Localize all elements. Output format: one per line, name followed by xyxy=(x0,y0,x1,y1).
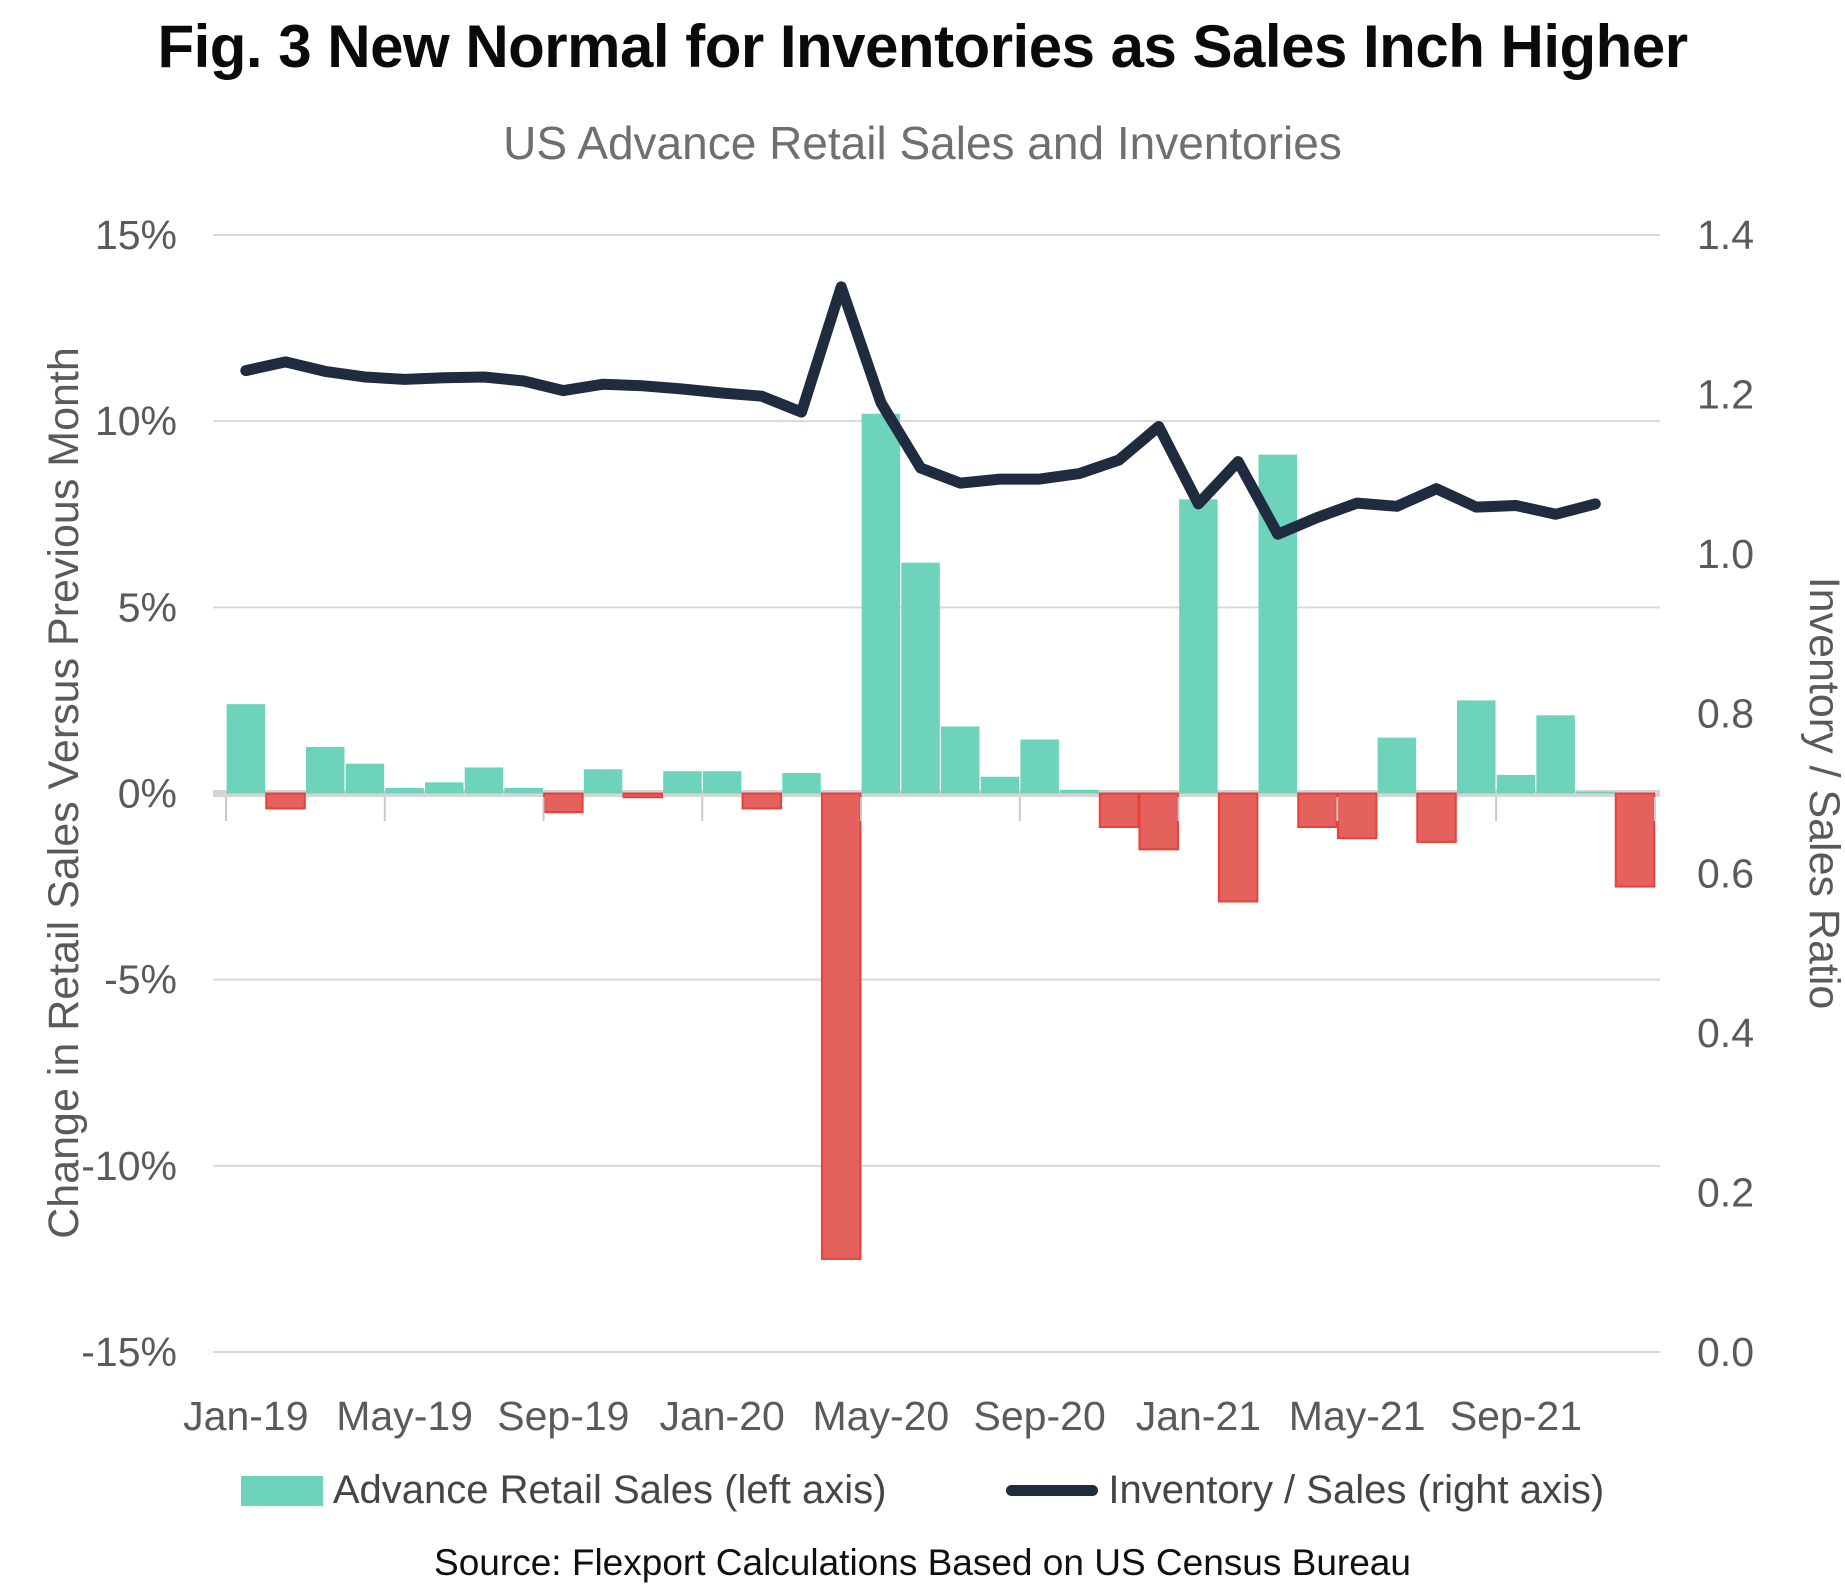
sales-bar-Mar-19 xyxy=(305,746,345,794)
sales-bar-Jun-21 xyxy=(1377,737,1417,794)
right-axis-tick-label: 0.6 xyxy=(1697,850,1754,896)
sales-bar-Jun-20 xyxy=(901,562,940,794)
bar-series-advance-retail-sales xyxy=(226,413,1656,1260)
right-axis-tick-label: 0.0 xyxy=(1697,1329,1754,1375)
left-axis-title: Change in Retail Sales Versus Previous M… xyxy=(40,347,88,1239)
sales-bar-Dec-19 xyxy=(663,771,702,794)
right-axis-tick-label: 1.4 xyxy=(1697,212,1754,258)
sales-bar-Sep-19 xyxy=(543,792,584,814)
sales-bar-May-20 xyxy=(861,413,901,794)
sales-bar-Nov-20 xyxy=(1098,792,1140,829)
sales-bar-May-21 xyxy=(1336,792,1378,840)
line-series-label: Inventory / Sales (right axis) xyxy=(1108,1468,1605,1512)
x-axis-tick-label: Sep-20 xyxy=(974,1393,1106,1439)
left-axis-tick-label: 10% xyxy=(95,398,177,444)
x-axis-tick-label: Jan-19 xyxy=(183,1393,308,1439)
sales-bar-Aug-19 xyxy=(504,787,543,794)
x-axis-tick-label: May-21 xyxy=(1289,1393,1426,1439)
right-axis-tick-label: 1.0 xyxy=(1697,531,1754,577)
sales-bar-Jan-21 xyxy=(1179,499,1218,794)
right-axis-title: Inventory / Sales Ratio xyxy=(1800,577,1845,1010)
legend: Advance Retail Sales (left axis) Invento… xyxy=(0,1468,1845,1513)
sales-bar-Oct-19 xyxy=(583,769,623,794)
sales-bar-Sep-20 xyxy=(1020,739,1059,794)
sales-bar-Oct-21 xyxy=(1536,715,1575,794)
right-axis-tick-label: 0.4 xyxy=(1697,1010,1754,1056)
legend-item-line: Inventory / Sales (right axis) xyxy=(1006,1468,1604,1513)
line-series-swatch xyxy=(1006,1485,1099,1496)
bar-series-swatch xyxy=(240,1475,323,1506)
sales-bar-Apr-19 xyxy=(345,763,385,794)
sales-bar-Feb-19 xyxy=(265,792,306,810)
right-axis-tick-label: 0.2 xyxy=(1697,1169,1754,1215)
sales-bar-Dec-21 xyxy=(1614,792,1656,888)
sales-bar-Feb-20 xyxy=(741,792,783,810)
inventory-sales-ratio-line xyxy=(240,281,1601,540)
right-axis-tick-label: 0.8 xyxy=(1697,691,1754,737)
left-axis-tick-label: 5% xyxy=(118,584,177,630)
sales-bar-Aug-20 xyxy=(980,776,1020,794)
sales-bar-Oct-20 xyxy=(1060,789,1099,794)
figure-title: Fig. 3 New Normal for Inventories as Sal… xyxy=(157,13,1688,80)
axis-layer: 15% 10% 5% 0% -5% -10% -15% 1.4 1.2 1.0 0.8 0.6 0.4 0… xyxy=(81,212,1754,1439)
legend-item-bars: Advance Retail Sales (left axis) xyxy=(240,1468,887,1513)
bar-series-label: Advance Retail Sales (left axis) xyxy=(332,1468,887,1512)
sales-bar-Feb-21 xyxy=(1217,792,1259,903)
left-axis-tick-label: 0% xyxy=(118,771,177,817)
x-axis-tick-label: Sep-19 xyxy=(497,1393,629,1439)
sales-bar-Apr-20 xyxy=(820,792,862,1260)
x-axis-tick-label: Jan-20 xyxy=(659,1393,784,1439)
source-note: Source: Flexport Calculations Based on U… xyxy=(434,1542,1411,1583)
sales-bar-May-19 xyxy=(385,787,424,794)
left-axis-tick-label: 15% xyxy=(95,212,177,258)
chart-subtitle: US Advance Retail Sales and Inventories xyxy=(503,117,1342,169)
sales-bar-Nov-19 xyxy=(622,792,663,799)
left-axis-tick-label: -5% xyxy=(104,957,177,1003)
x-axis-tick-label: May-19 xyxy=(336,1393,473,1439)
sales-bar-Nov-21 xyxy=(1576,791,1615,794)
left-axis-tick-label: -10% xyxy=(81,1143,177,1189)
x-axis-tick-label: Jan-21 xyxy=(1136,1393,1261,1439)
sales-bar-Jul-20 xyxy=(941,726,980,794)
sales-bar-Jan-20 xyxy=(702,771,742,794)
right-axis-tick-label: 1.2 xyxy=(1697,372,1754,418)
sales-bar-Apr-21 xyxy=(1297,792,1338,829)
sales-bar-Jan-19 xyxy=(226,704,266,794)
sales-bar-Sep-21 xyxy=(1496,774,1536,794)
sales-bar-Jul-19 xyxy=(464,767,504,794)
line-series-inventory-sales-ratio xyxy=(240,281,1601,540)
x-axis-tick-label: Sep-21 xyxy=(1450,1393,1582,1439)
sales-bar-Mar-20 xyxy=(782,773,821,794)
x-axis-tick-label: May-20 xyxy=(813,1393,950,1439)
sales-bar-Aug-21 xyxy=(1456,700,1496,794)
sales-bar-Jun-19 xyxy=(425,782,464,794)
sales-bar-Dec-20 xyxy=(1138,792,1179,851)
left-axis-tick-label: -15% xyxy=(81,1329,177,1375)
sales-bar-Jul-21 xyxy=(1416,792,1457,843)
